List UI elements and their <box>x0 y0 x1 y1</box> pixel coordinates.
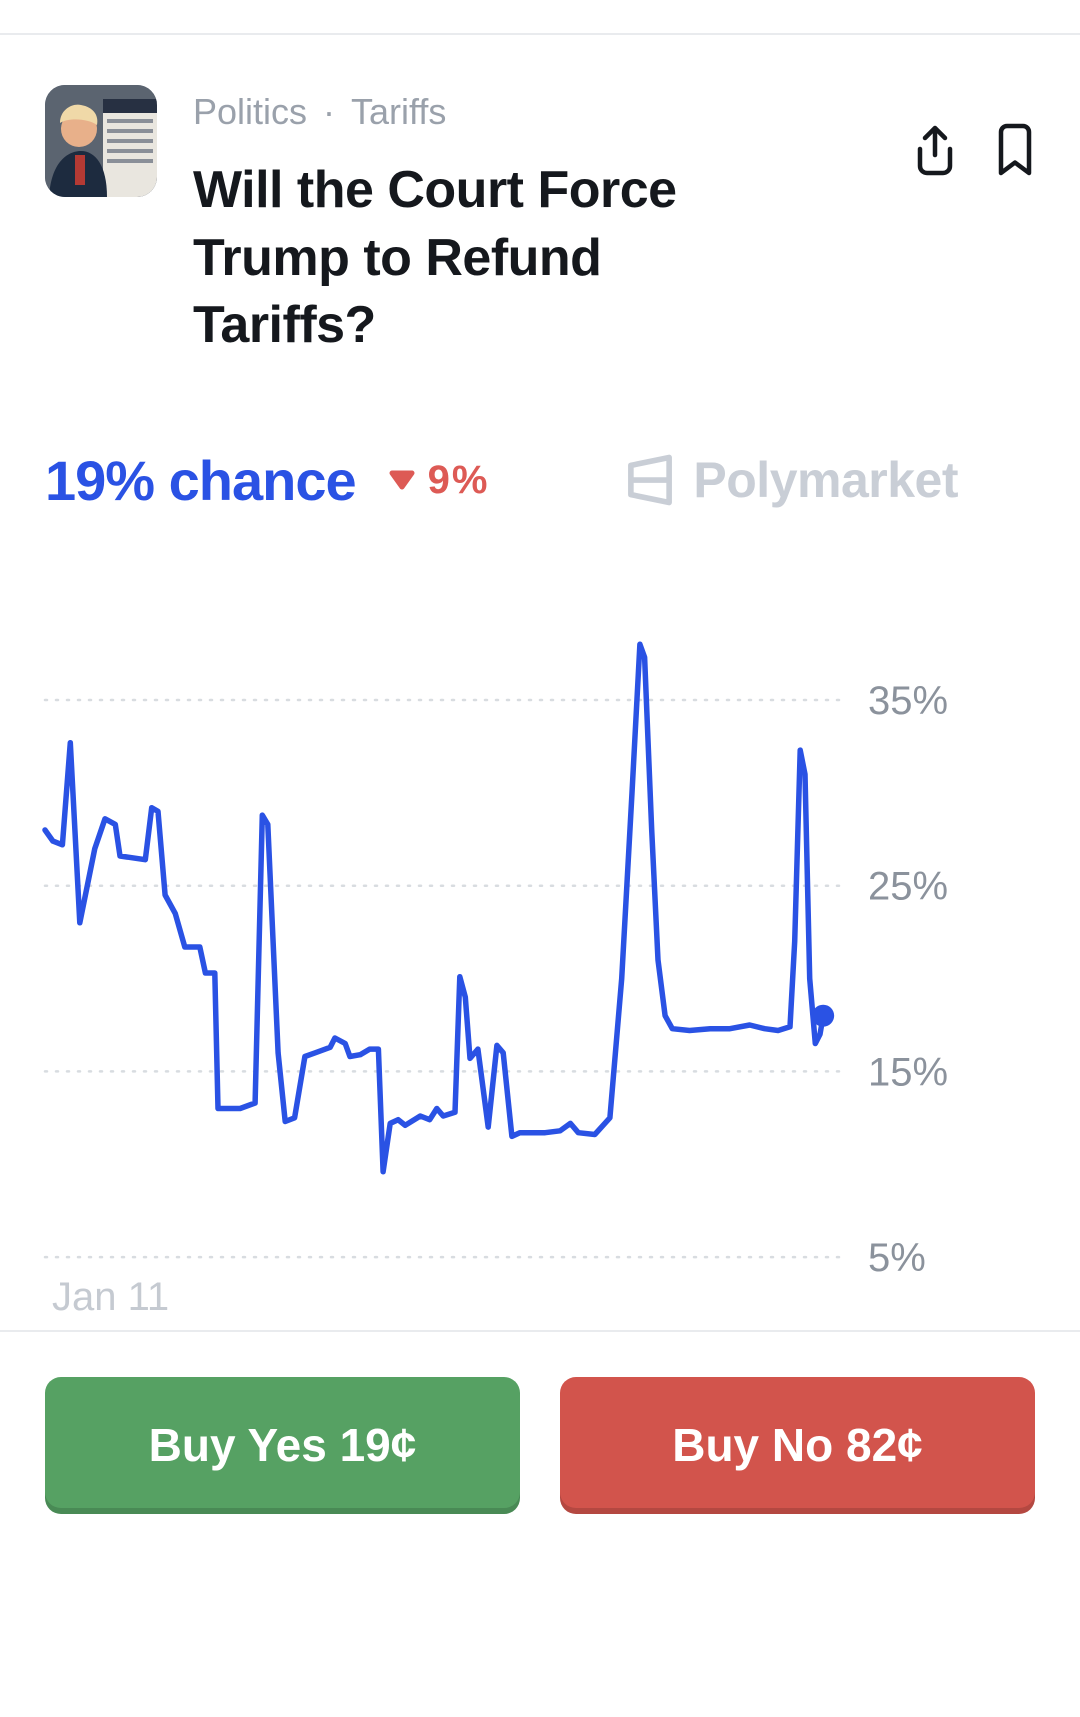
market-header-text: Politics · Tariffs Will the Court Force … <box>193 85 1035 360</box>
chance-value: 19% chance <box>45 448 357 512</box>
chance-group: 19% chance 9% <box>45 448 489 513</box>
y-tick-label: 5% <box>868 1236 926 1280</box>
market-header: Politics · Tariffs Will the Court Force … <box>0 35 1080 360</box>
change-indicator: 9% <box>386 458 490 503</box>
buy-yes-button[interactable]: Buy Yes 19¢ <box>45 1376 520 1514</box>
market-thumbnail-image <box>45 85 157 197</box>
top-divider <box>0 33 1080 35</box>
price-line <box>42 641 826 1175</box>
buy-no-button[interactable]: Buy No 82¢ <box>560 1376 1035 1514</box>
breadcrumb: Politics · Tariffs <box>193 91 1035 133</box>
bottom-divider <box>0 1329 1080 1332</box>
breadcrumb-category[interactable]: Politics <box>193 91 308 132</box>
price-chart-svg[interactable]: 35% 25% 15% 5% <box>0 575 1080 1335</box>
bookmark-icon <box>998 123 1032 176</box>
market-title: Will the Court Force Trump to Refund Tar… <box>193 161 677 355</box>
change-down-arrow-icon <box>389 470 415 490</box>
change-value: 9% <box>427 457 490 502</box>
price-chart[interactable]: 35% 25% 15% 5% Jan 11 <box>0 575 1080 1330</box>
x-axis-label: Jan 11 <box>52 1274 170 1319</box>
market-summary-row: 19% chance 9% Polymarket <box>0 448 1080 513</box>
breadcrumb-separator: · <box>323 91 336 132</box>
share-button[interactable] <box>911 123 959 177</box>
market-avatar <box>45 85 157 197</box>
header-actions <box>911 123 1035 177</box>
polymarket-logo: Polymarket <box>623 451 958 509</box>
bookmark-button[interactable] <box>995 123 1035 177</box>
polymarket-logo-icon <box>628 454 673 506</box>
action-buttons: Buy Yes 19¢ Buy No 82¢ <box>0 1332 1080 1514</box>
y-tick-label: 25% <box>868 864 948 908</box>
polymarket-wordmark: Polymarket <box>693 452 958 509</box>
y-tick-label: 35% <box>868 679 948 723</box>
share-icon <box>917 125 953 176</box>
breadcrumb-subcategory[interactable]: Tariffs <box>351 91 447 132</box>
last-price-marker <box>812 1004 835 1027</box>
y-tick-label: 15% <box>868 1050 948 1094</box>
